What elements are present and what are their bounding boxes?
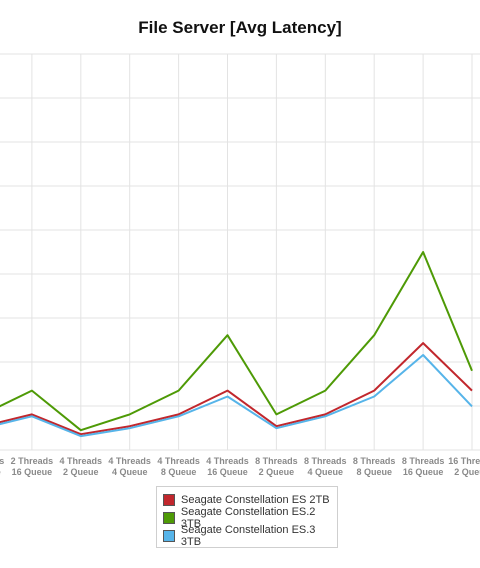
series-lines — [0, 251, 473, 438]
legend-item-1[interactable]: Seagate Constellation ES 2TB — [163, 491, 337, 509]
legend-swatch — [163, 494, 175, 506]
x-tick-label: 4 Threads 8 Queue — [157, 456, 200, 477]
series-line-1 — [0, 342, 473, 436]
chart-title: File Server [Avg Latency] — [138, 18, 342, 37]
x-tick-label: 8 Threads 2 Queue — [255, 456, 298, 477]
grid — [0, 53, 480, 451]
legend-label: Seagate Constellation ES 2TB — [181, 494, 330, 506]
legend-swatch — [163, 512, 175, 524]
legend-swatch — [163, 530, 175, 542]
x-tick-label: 4 Threads 16 Queue — [206, 456, 249, 477]
x-tick-label: 8 Threads 4 Queue — [304, 456, 347, 477]
legend-item-3[interactable]: Seagate Constellation ES.3 3TB — [163, 524, 337, 548]
x-tick-label: 4 Threads 4 Queue — [108, 456, 151, 477]
legend-label: Seagate Constellation ES.2 3TB — [180, 506, 316, 530]
x-tick-label: 4 Threads 2 Queue — [60, 456, 103, 477]
legend: Seagate Constellation ES 2TB Seagate Cons… — [156, 486, 338, 548]
x-tick-label: 2 Threads 16 Queue — [11, 456, 54, 477]
series-line-3 — [0, 354, 473, 438]
x-tick-label: 8 Threads 16 Queue — [402, 456, 445, 477]
legend-item-2[interactable]: Seagate Constellation ES.2 3TB — [163, 506, 337, 530]
x-tick-label: 8 Threads 8 Queue — [353, 456, 396, 477]
series-line-2 — [0, 251, 473, 432]
legend-label: Seagate Constellation ES.3 3TB — [180, 524, 316, 548]
